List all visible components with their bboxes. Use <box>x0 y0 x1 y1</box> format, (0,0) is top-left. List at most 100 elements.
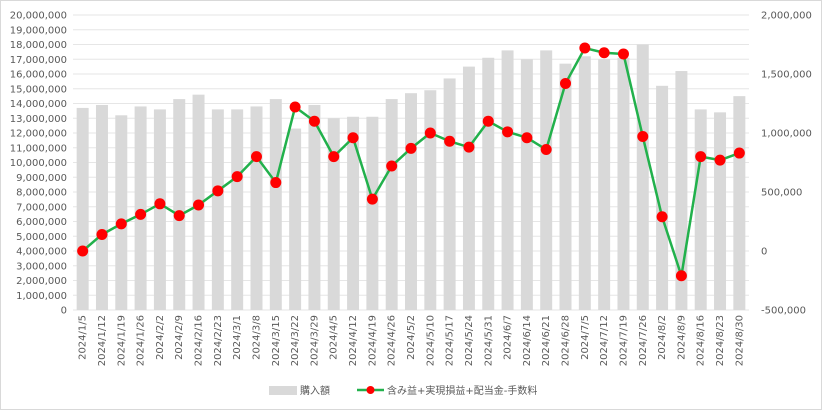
bar <box>250 106 263 310</box>
left-tick-label: 3,000,000 <box>16 261 67 272</box>
x-tick-label: 2024/5/10 <box>425 315 436 366</box>
bar <box>366 116 379 311</box>
bar <box>694 109 707 311</box>
left-tick-label: 12,000,000 <box>10 129 67 140</box>
right-tick-label: 0 <box>761 247 767 258</box>
right-tick-label: 1,000,000 <box>761 129 812 140</box>
legend-line-marker <box>366 386 375 394</box>
x-tick-label: 2024/8/9 <box>676 315 687 360</box>
data-point <box>733 147 745 159</box>
right-tick-label: -500,000 <box>761 306 806 317</box>
legend-bar-swatch <box>269 386 297 395</box>
bar <box>405 93 417 310</box>
legend-bar-label: 購入額 <box>300 384 330 397</box>
data-point <box>521 132 533 144</box>
x-tick-label: 2024/1/12 <box>97 315 108 366</box>
data-point <box>386 160 398 172</box>
data-point <box>617 48 629 60</box>
bar <box>347 116 360 311</box>
x-tick-label: 2024/5/24 <box>464 315 475 366</box>
data-point <box>366 193 378 205</box>
data-point <box>540 144 552 156</box>
bar <box>269 99 282 310</box>
right-axis: -500,000 0 500,000 1,000,000 1,500,000 2,000,… <box>761 11 812 317</box>
data-point <box>135 208 147 220</box>
x-tick-label: 2024/4/5 <box>329 315 340 360</box>
x-tick-label: 2024/3/8 <box>251 315 262 360</box>
right-tick-label: 2,000,000 <box>761 11 812 22</box>
bar <box>211 109 224 311</box>
data-point <box>231 171 243 183</box>
data-point <box>193 199 205 211</box>
bar <box>482 57 495 311</box>
left-tick-label: 19,000,000 <box>10 25 67 36</box>
x-tick-label: 2024/3/22 <box>290 315 301 366</box>
bar <box>95 104 108 310</box>
bar <box>173 99 186 310</box>
bar <box>153 109 166 311</box>
data-point <box>212 185 224 197</box>
right-tick-label: 500,000 <box>761 188 802 199</box>
data-point <box>308 115 320 127</box>
data-point <box>444 135 456 147</box>
x-tick-label: 2024/3/15 <box>271 315 282 366</box>
legend-line-label: 含み益+実現損益+配当金-手数料 <box>387 384 537 397</box>
bar <box>289 128 302 310</box>
left-tick-label: 15,000,000 <box>10 84 67 95</box>
bar <box>231 109 244 311</box>
x-tick-label: 2024/4/26 <box>387 315 398 366</box>
x-tick-label: 2024/6/14 <box>522 315 533 366</box>
x-tick-label: 2024/2/16 <box>194 315 205 366</box>
bar <box>308 104 321 310</box>
left-tick-label: 2,000,000 <box>16 276 67 287</box>
bar <box>134 106 147 310</box>
x-tick-label: 2024/7/26 <box>638 315 649 366</box>
x-tick-label: 2024/1/5 <box>78 315 89 360</box>
data-point <box>482 115 494 127</box>
x-tick-label: 2024/3/29 <box>309 315 320 366</box>
right-tick-label: 1,500,000 <box>761 70 812 81</box>
left-axis: 0 1,000,000 2,000,000 3,000,000 4,000,000 5,0… <box>10 11 67 317</box>
left-tick-label: 8,000,000 <box>16 188 67 199</box>
left-tick-label: 7,000,000 <box>16 202 67 213</box>
data-point <box>77 245 89 257</box>
x-tick-label: 2024/1/19 <box>116 315 127 366</box>
left-tick-label: 20,000,000 <box>10 11 67 22</box>
bar <box>714 112 727 310</box>
x-axis: 2024/1/5 2024/1/12 2024/1/19 2024/1/26 2024/… <box>78 315 746 366</box>
x-tick-label: 2024/1/26 <box>136 315 147 366</box>
bar <box>443 78 456 310</box>
data-point <box>675 270 687 282</box>
x-tick-label: 2024/2/2 <box>155 315 166 360</box>
x-tick-label: 2024/5/31 <box>483 315 494 366</box>
bar <box>115 115 128 310</box>
data-point <box>598 47 610 59</box>
x-tick-label: 2024/7/19 <box>618 315 629 366</box>
data-point <box>695 151 707 163</box>
data-point <box>405 142 417 154</box>
bar <box>598 59 611 310</box>
data-point <box>656 211 668 223</box>
left-tick-label: 16,000,000 <box>10 70 67 81</box>
left-tick-label: 13,000,000 <box>10 114 67 125</box>
data-point <box>424 127 436 139</box>
x-tick-label: 2024/8/23 <box>715 315 726 366</box>
x-tick-label: 2024/2/23 <box>213 315 224 366</box>
left-tick-label: 5,000,000 <box>16 232 67 243</box>
bar <box>76 107 89 310</box>
x-tick-label: 2024/6/7 <box>503 315 514 360</box>
data-point <box>250 151 262 163</box>
bar <box>559 63 572 310</box>
left-tick-label: 14,000,000 <box>10 99 67 110</box>
x-tick-label: 2024/8/16 <box>696 315 707 366</box>
left-tick-label: 10,000,000 <box>10 158 67 169</box>
bar <box>327 118 340 310</box>
x-tick-label: 2024/8/30 <box>734 315 745 366</box>
x-tick-label: 2024/2/9 <box>174 315 185 360</box>
data-point <box>154 198 166 210</box>
left-tick-label: 17,000,000 <box>10 55 67 66</box>
x-tick-label: 2024/4/19 <box>367 315 378 366</box>
bar <box>462 66 475 310</box>
